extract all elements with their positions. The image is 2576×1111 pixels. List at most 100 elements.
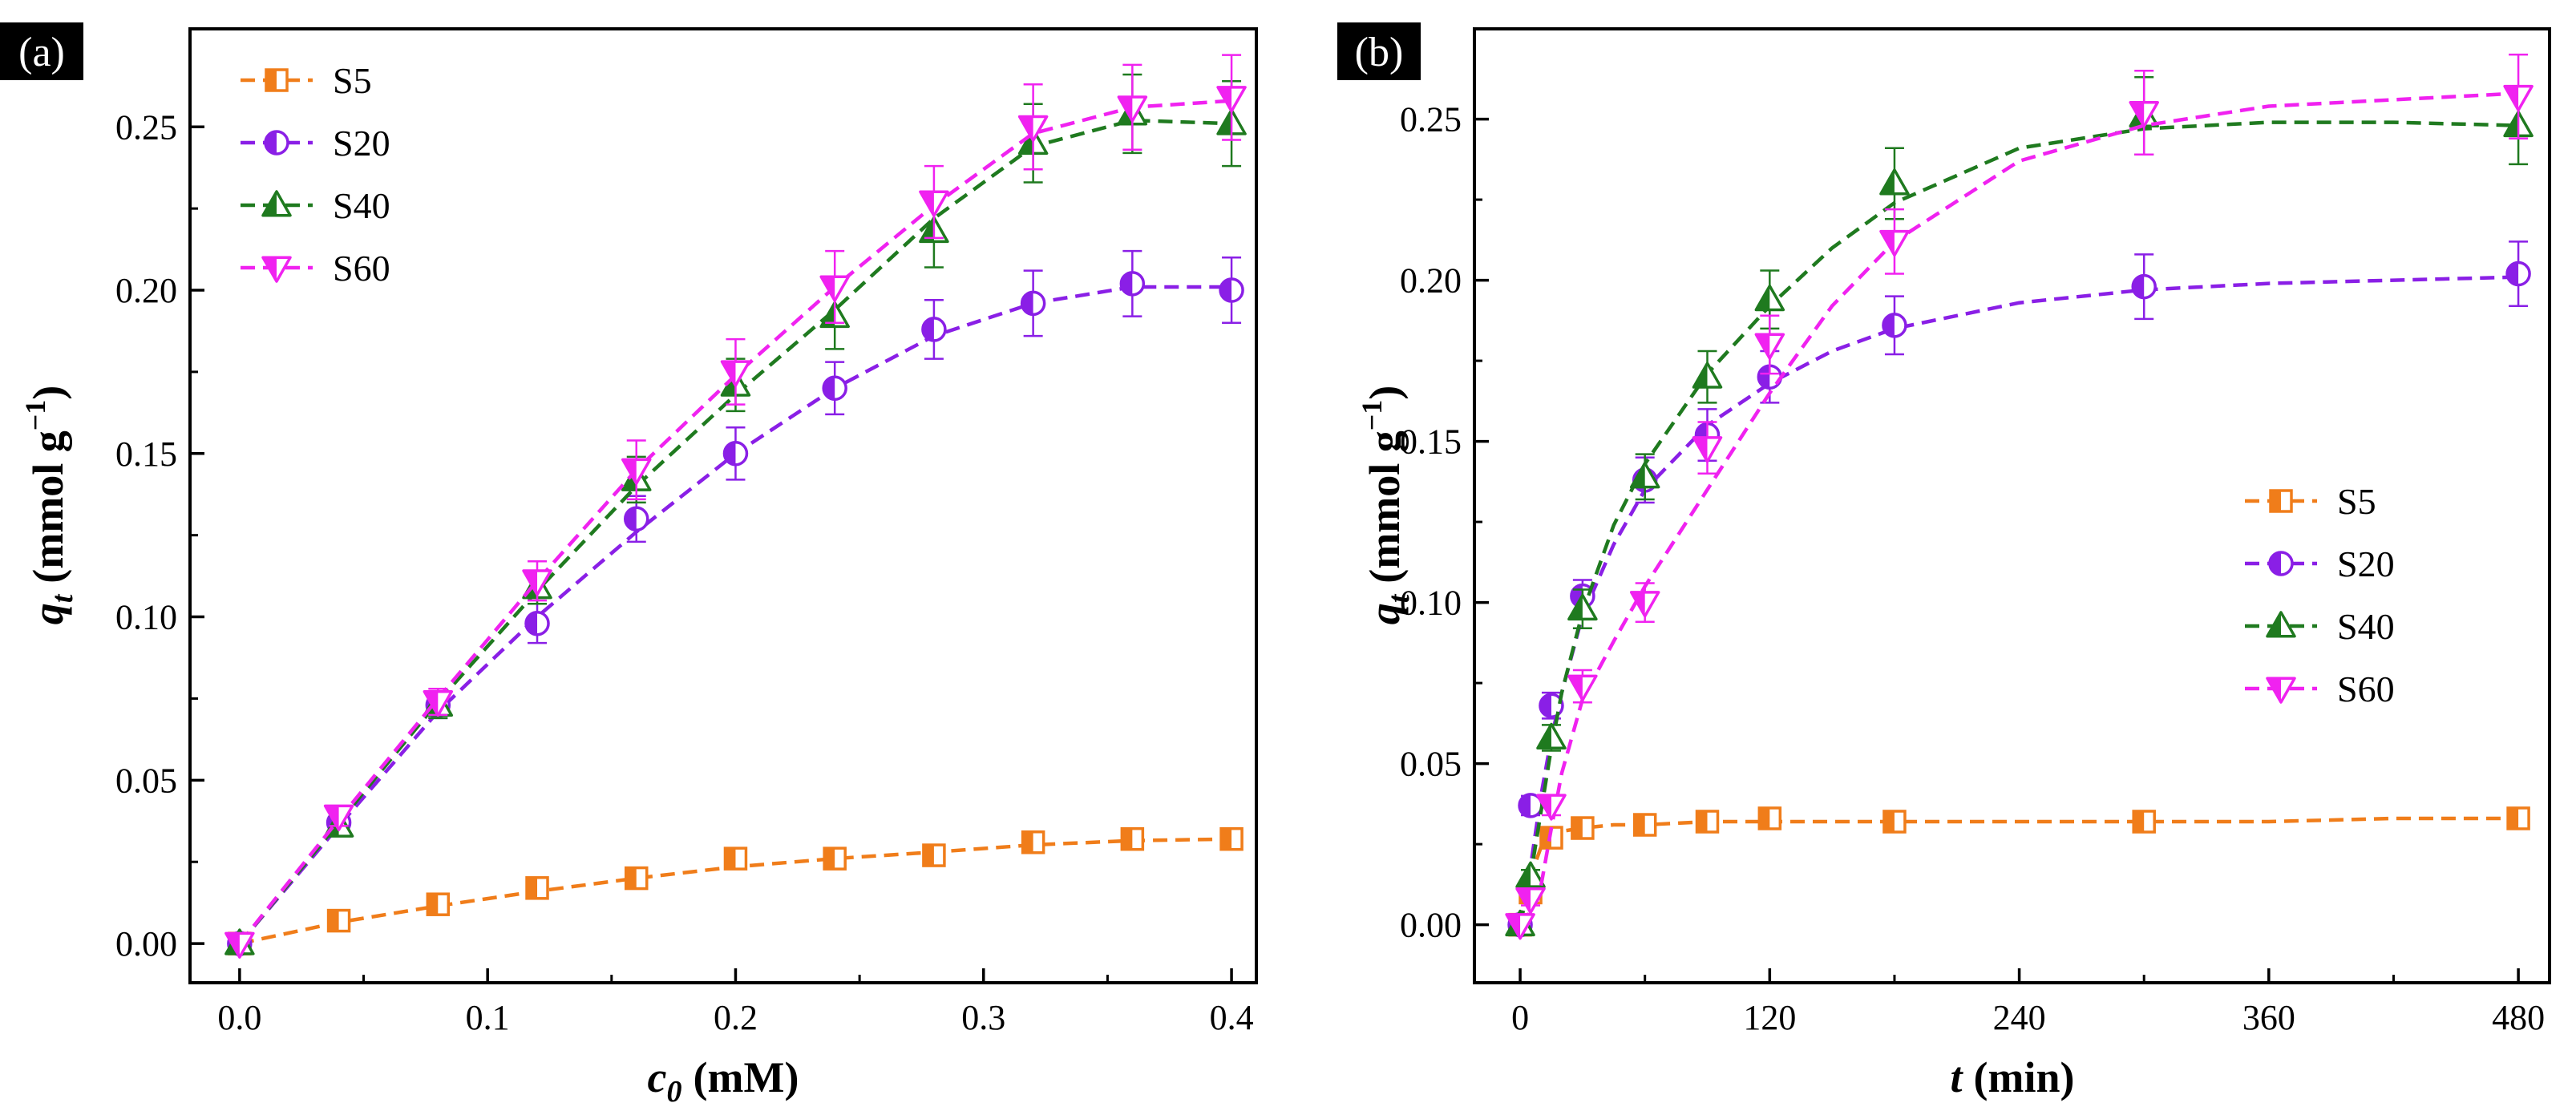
panel-a-y-tick-label: 0.05 [115,761,177,800]
panel-b-s20-point [1539,693,1564,719]
panel-a-y-label-sup: −1 [19,400,51,431]
panel-b-s20-point [2131,273,2157,300]
panel-b-s20-point [1518,793,1543,818]
panel-b-x-tick-label: 360 [2242,998,2295,1037]
panel-a-s5-point [723,846,748,871]
panel-a-s5-point [1021,830,1045,854]
panel-a-legend: S5 S20 S40 S60 [241,60,390,289]
panel-b-s60-point [1567,674,1598,701]
panel-a-y-label-close: ) [24,386,72,400]
panel-a-s20-point [722,441,749,467]
panel-a-s20-point [1119,271,1146,297]
panel-a-x-label-sub: 0 [667,1075,682,1109]
panel-b-ticks: 0 120 240 360 480 0.00 0.05 0.10 0.15 0.20 0.25 [1400,100,2545,1037]
panel-a-s60-point [1216,86,1247,113]
panel-a-chart: (a) 0.0 0.1 0.2 0.3 0.40.000.050.100.150.200… [0,22,1258,1109]
panel-b-s60-point [1515,887,1546,915]
panel-b-s5-fit-line [1518,816,2519,926]
panel-a-s60-point [522,569,552,596]
panel-a-legend-s40-label: S40 [333,185,390,226]
panel-a-s20-point [623,506,649,532]
panel-b-x-tick-label: 480 [2492,998,2545,1037]
panel-a-s60-point [621,458,652,485]
panel-a-s60-point [919,190,949,217]
panel-a-s40-fit-line [238,118,1232,945]
panel-a-s5-point [1120,826,1145,851]
panel-a-s5-point [525,876,549,900]
panel-b-s20-point [2505,261,2531,287]
panel-a-y-tick-label: 0.10 [115,598,177,637]
panel-a-s5-point [624,866,649,891]
panel-b-s40-point [1879,168,1910,196]
panel-a-x-tick-label: 0.3 [961,998,1005,1037]
panel-a-y-tick-label: 0.20 [115,271,177,310]
panel-b-s60-point [1879,229,1910,257]
panel-b-chart: (b) 0 120 240 360 480 0.00 0.05 0.10 0.15 0.20 0.2… [1337,22,2551,1101]
panel-a-s20-point [1219,277,1244,303]
panel-b-y-tick-label: 0.25 [1400,100,1462,139]
panel-a-x-axis-label: c0 (mM) [648,1053,799,1109]
panel-a-y-tick-label: 0.25 [115,107,177,147]
panel-b-y-label-sub: t [1382,593,1416,603]
panel-a-s5-point [326,908,351,933]
panel-b-s5-point [1695,810,1720,834]
panel-a-x-tick-label: 0.0 [217,998,261,1037]
panel-b-legend-s5-label: S5 [2337,481,2376,522]
panel-b-s5-point [1632,813,1657,837]
panel-b-s5-point [2506,806,2530,830]
panel-b-x-tick-label: 240 [1993,998,2046,1037]
panel-b-legend-s60-marker [2266,677,2296,704]
panel-a-x-tick-label: 0.1 [466,998,510,1037]
panel-b-s5-point [1571,816,1595,840]
panel-b-s40-point [1754,284,1785,312]
panel-a-x-tick-label: 0.4 [1210,998,1254,1037]
panel-a-legend-s5-label: S5 [333,60,372,101]
panel-b-y-label-unit: (mmol g [1361,430,1409,583]
panel-b-y-tick-label: 0.15 [1400,422,1462,462]
panel-b-legend: S5 S20 S40 S60 [2245,481,2395,709]
panel-b-legend-s20-marker [2268,551,2294,576]
panel-a-s20-point [822,375,847,402]
panel-b-legend-s40-marker [2266,611,2296,638]
panel-a-ticks: 0.0 0.1 0.2 0.3 0.4 0.00 0.05 0.10 0.15 0.20 0.25 [115,107,1254,1037]
panel-a-y-label-sub: t [46,593,79,603]
panel-b-s5-point [1757,806,1782,830]
panel-a-legend-s60-marker [261,256,292,283]
panel-b-s40-point [1567,593,1598,621]
panel-a-s5-point [426,892,451,916]
panel-a-y-tick-label: 0.00 [115,924,177,964]
panel-a-s20-point [524,610,550,636]
panel-b-s60-point [1692,436,1723,463]
panel-a-label: (a) [18,30,65,75]
panel-b-s40-point [1515,861,1546,888]
panel-a-legend-s20-marker [264,130,289,156]
panel-b-s60-point [2503,84,2534,112]
panel-a-s5-point [1219,826,1244,851]
panel-b-legend-s5-marker [2269,489,2293,513]
panel-b-s60-point [1754,333,1785,360]
panel-a-s20-point [921,317,947,342]
panel-b-label-box [1337,22,1421,80]
panel-a-legend-s60-label: S60 [333,248,390,289]
panel-b-s60-point [2129,101,2159,128]
panel-b-s60-point [1505,913,1535,940]
panel-b-x-label-main: t [1951,1053,1964,1101]
panel-b-s60-point [1536,794,1567,821]
panel-b-label: (b) [1355,30,1404,75]
panel-b-legend-s60-label: S60 [2337,669,2395,709]
panel-b-y-tick-label: 0.00 [1400,906,1462,945]
panel-b-x-label-unit: (min) [1974,1053,2075,1101]
panel-b-s40-point [1536,722,1567,749]
panel-a-s5-point [922,843,946,867]
panel-a-s20-point [1020,290,1046,317]
panel-b-x-axis-label: t (min) [1951,1053,2075,1101]
panel-a-plot-frame [188,27,1258,984]
panel-a-s60-point [1017,115,1049,143]
panel-a-y-label-unit: (mmol g [24,430,72,583]
panel-a-s60-point [224,931,255,959]
panel-a-y-tick-label: 0.15 [115,434,177,474]
panel-a-s60-point [720,360,751,387]
panel-a-legend-s20-label: S20 [333,123,390,164]
panel-b-legend-s40-label: S40 [2337,606,2395,647]
